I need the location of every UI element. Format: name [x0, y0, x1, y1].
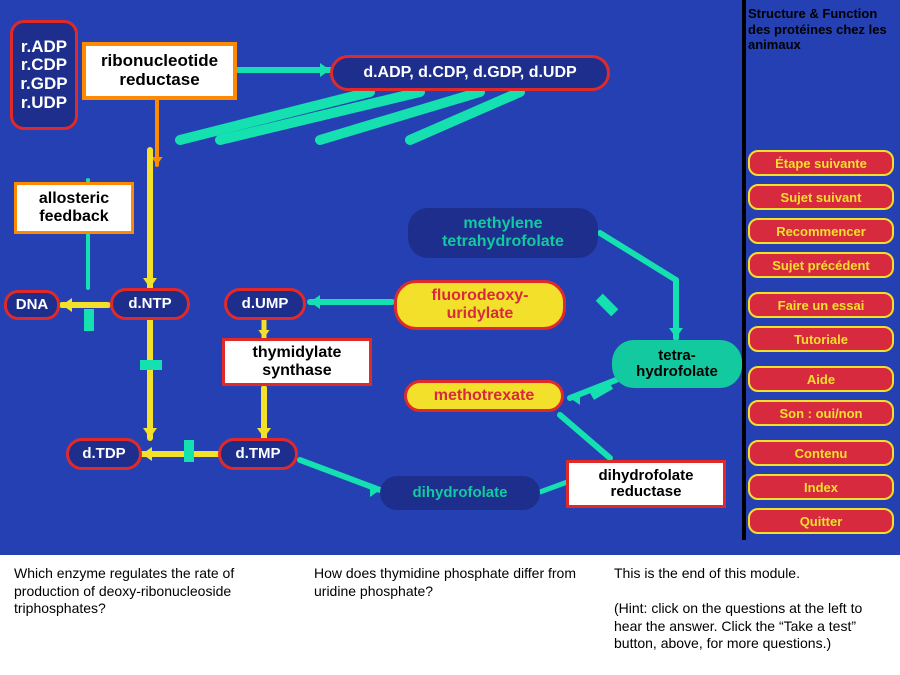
nav-quitter[interactable]: Quitter — [748, 508, 894, 534]
node-dihydro: dihydrofolate — [380, 476, 540, 510]
nav-son-oui-non[interactable]: Son : oui/non — [748, 400, 894, 426]
nav-sujet-pr-c-dent[interactable]: Sujet précédent — [748, 252, 894, 278]
nav-recommencer[interactable]: Recommencer — [748, 218, 894, 244]
node-tetra: tetra- hydrofolate — [612, 340, 742, 388]
node-allosteric: allosteric feedback — [14, 182, 134, 234]
nav-contenu[interactable]: Contenu — [748, 440, 894, 466]
node-dna: DNA — [4, 290, 60, 320]
node-methotrexate: methotrexate — [404, 380, 564, 412]
node-dntp: d.NTP — [110, 288, 190, 320]
node-fluoro: fluorodeoxy- uridylate — [394, 280, 566, 330]
question-2[interactable]: How does thymidine phosphate differ from… — [300, 555, 600, 675]
nav-tutoriale[interactable]: Tutoriale — [748, 326, 894, 352]
node-dihydro_reduct: dihydrofolate reductase — [566, 460, 726, 508]
node-dtdp: d.TDP — [66, 438, 142, 470]
question-row: Which enzyme regulates the rate of produ… — [0, 555, 900, 675]
nav-index[interactable]: Index — [748, 474, 894, 500]
nav-faire-un-essai[interactable]: Faire un essai — [748, 292, 894, 318]
nav--tape-suivante[interactable]: Étape suivante — [748, 150, 894, 176]
node-dump: d.UMP — [224, 288, 306, 320]
question-1[interactable]: Which enzyme regulates the rate of produ… — [0, 555, 300, 675]
node-methylene: methylene tetrahydrofolate — [408, 208, 598, 258]
nav-aide[interactable]: Aide — [748, 366, 894, 392]
node-dtmp: d.TMP — [218, 438, 298, 470]
node-dxxx: d.ADP, d.CDP, d.GDP, d.UDP — [330, 55, 610, 91]
end-note: This is the end of this module. (Hint: c… — [600, 555, 900, 675]
node-ribo_list: r.ADPr.CDPr.GDPr.UDP — [10, 20, 78, 130]
node-thym_synth: thymidylate synthase — [222, 338, 372, 386]
nav-sujet-suivant[interactable]: Sujet suivant — [748, 184, 894, 210]
node-ribo_reductase: ribonucleotide reductase — [82, 42, 237, 100]
